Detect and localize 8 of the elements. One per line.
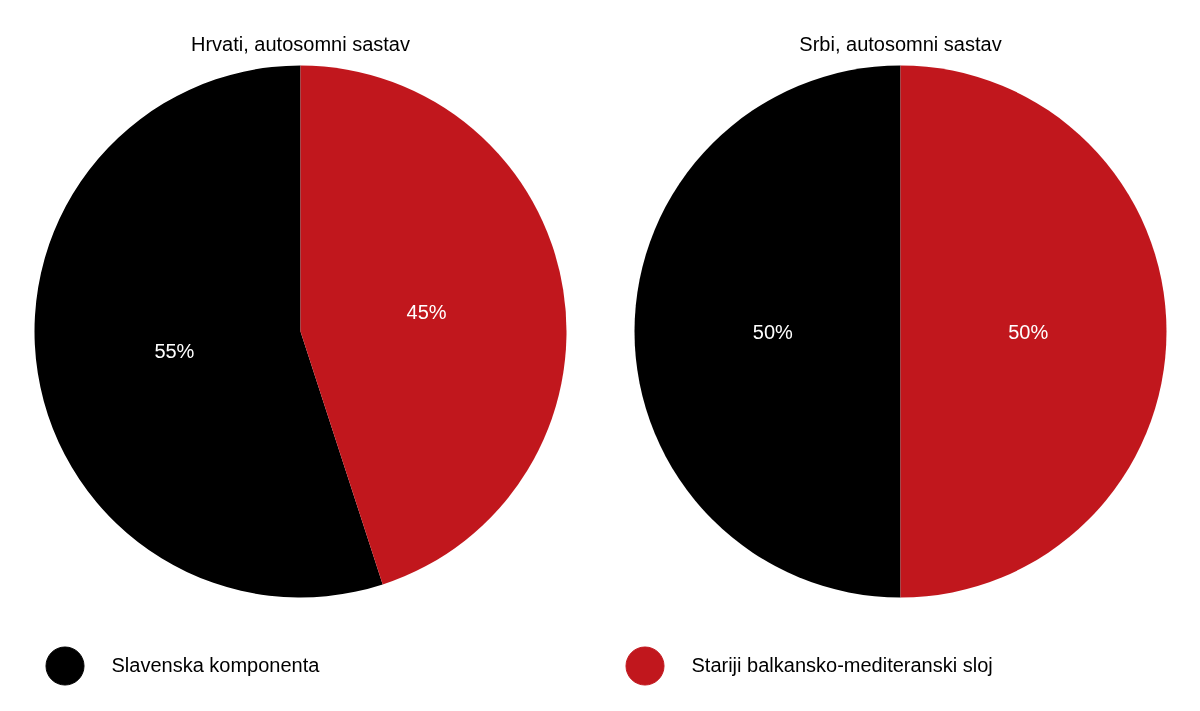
data-label: 55% [154,340,195,363]
legend-label: Stariji balkansko-mediteranski sloj [691,653,993,677]
chart-title: Srbi, autosomni sastav [799,32,1002,55]
data-label: 50% [1008,320,1049,343]
legend-label: Slavenska komponenta [111,653,320,677]
data-label: 50% [752,320,794,343]
chart-title: Hrvati, autosomni sastav [191,32,410,55]
data-label: 45% [406,300,447,323]
